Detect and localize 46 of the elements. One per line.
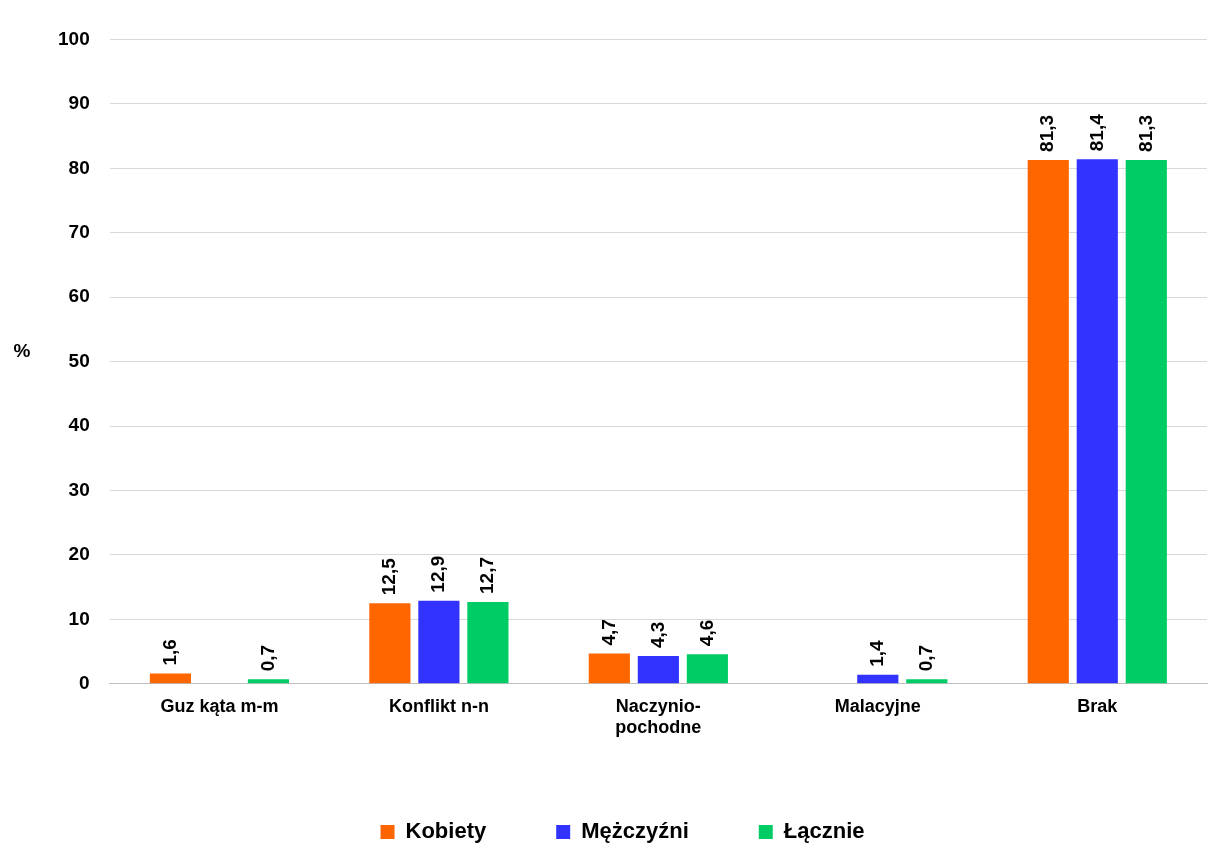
bar	[369, 603, 411, 684]
data-label: 12,5	[378, 557, 400, 596]
data-label: 12,9	[427, 555, 449, 593]
bar	[467, 601, 509, 684]
data-label: 4,7	[597, 619, 619, 646]
data-label: 4,6	[695, 619, 717, 647]
bar	[637, 656, 679, 684]
bar	[686, 654, 728, 684]
bar	[1076, 159, 1118, 684]
data-label: 81,3	[1036, 114, 1058, 152]
y-tick-label: 80	[68, 156, 90, 178]
y-axis-title: %	[13, 339, 31, 361]
y-tick-label: 30	[68, 478, 90, 500]
y-tick-label: 0	[79, 672, 90, 694]
y-tick-label: 40	[68, 414, 90, 436]
data-label: 81,3	[1134, 114, 1156, 152]
bar	[1125, 159, 1167, 684]
legend-label: Mężczyźni	[581, 818, 689, 844]
data-label: 0,7	[256, 644, 278, 672]
y-tick-label: 20	[68, 543, 90, 565]
data-label: 12,7	[476, 556, 498, 594]
bar	[588, 653, 630, 684]
bar	[247, 679, 290, 684]
y-tick-label: 60	[68, 285, 90, 307]
x-tick-label: Brak	[1077, 695, 1119, 716]
y-tick-label: 100	[58, 27, 90, 49]
y-tick-label: 10	[68, 607, 90, 629]
data-label: 81,4	[1085, 113, 1107, 152]
bar	[418, 600, 460, 684]
data-label: 0,7	[915, 644, 937, 672]
x-tick-label: Konflikt n-n	[388, 695, 489, 716]
x-tick-label: Malacyjne	[834, 695, 921, 716]
bar	[906, 679, 948, 684]
legend-label: Kobiety	[405, 818, 487, 844]
y-tick-label: 50	[68, 349, 90, 371]
data-label: 1,6	[158, 639, 180, 666]
bar	[149, 673, 191, 684]
x-tick-label: Naczynio- pochodne	[615, 695, 702, 738]
data-label: 4,3	[646, 621, 668, 649]
y-tick-label: 70	[68, 220, 90, 242]
x-tick-label: Guz kąta m-m	[160, 695, 279, 716]
data-label: 1,4	[866, 639, 888, 667]
legend-label: Łącznie	[783, 818, 865, 844]
y-tick-label: 90	[68, 92, 90, 114]
bar	[857, 674, 899, 684]
bar	[1027, 159, 1069, 684]
